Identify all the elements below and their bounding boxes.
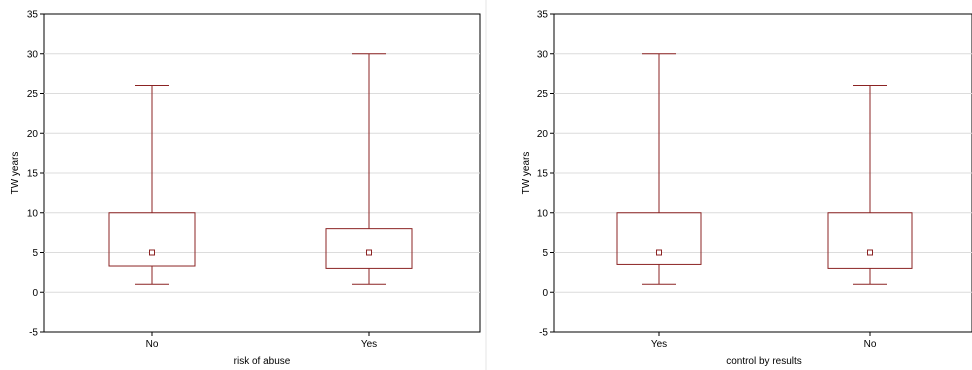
y-tick-label: -5: [29, 328, 38, 339]
y-tick-label: 5: [32, 248, 38, 259]
y-tick-label: 15: [27, 169, 39, 180]
x-axis: Yes No: [651, 332, 877, 350]
x-axis-label: control by results: [726, 356, 802, 367]
gridlines: [44, 53, 480, 293]
y-axis-label: TW years: [10, 152, 21, 195]
box-iqr: [827, 212, 913, 269]
x-axis-label: risk of abuse: [234, 356, 291, 367]
y-tick-label: 25: [537, 89, 549, 100]
median-marker: [656, 249, 662, 256]
y-tick-label: 20: [537, 129, 549, 140]
chart-control-by-results: -5 0 5 10 15 20 25 30 35 Yes No TW years control …: [521, 10, 972, 367]
y-tick-label: 30: [27, 49, 39, 60]
y-tick-label: 35: [27, 10, 39, 21]
box-iqr: [108, 212, 196, 267]
y-tick-label: 30: [537, 49, 549, 60]
median-marker: [867, 249, 873, 256]
x-axis: No Yes: [146, 332, 377, 350]
y-tick-label: 10: [537, 208, 549, 219]
y-axis: -5 0 5 10 15 20 25 30 35: [537, 10, 554, 339]
x-tick-label: No: [864, 339, 877, 350]
y-tick-label: 35: [537, 10, 549, 21]
x-tick-label: Yes: [361, 339, 377, 350]
x-tick-label: No: [146, 339, 159, 350]
y-tick-label: 5: [542, 248, 548, 259]
y-tick-label: 10: [27, 208, 39, 219]
y-tick-label: 0: [542, 288, 548, 299]
median-marker: [366, 249, 372, 256]
box-series: [108, 53, 413, 285]
y-tick-label: 20: [27, 129, 39, 140]
y-axis: -5 0 5 10 15 20 25 30 35: [27, 10, 44, 339]
box-iqr: [325, 228, 413, 269]
y-axis-label: TW years: [521, 152, 532, 195]
y-tick-label: 0: [32, 288, 38, 299]
gridlines: [554, 53, 972, 293]
x-tick-label: Yes: [651, 339, 667, 350]
box-series: [616, 53, 913, 285]
median-marker: [149, 249, 155, 256]
y-tick-label: 25: [27, 89, 39, 100]
y-tick-label: -5: [539, 328, 548, 339]
chart-risk-of-abuse: -5 0 5 10 15 20 25 30 35 No Yes TW years risk of …: [10, 10, 481, 367]
box-iqr: [616, 212, 702, 265]
y-tick-label: 15: [537, 169, 549, 180]
